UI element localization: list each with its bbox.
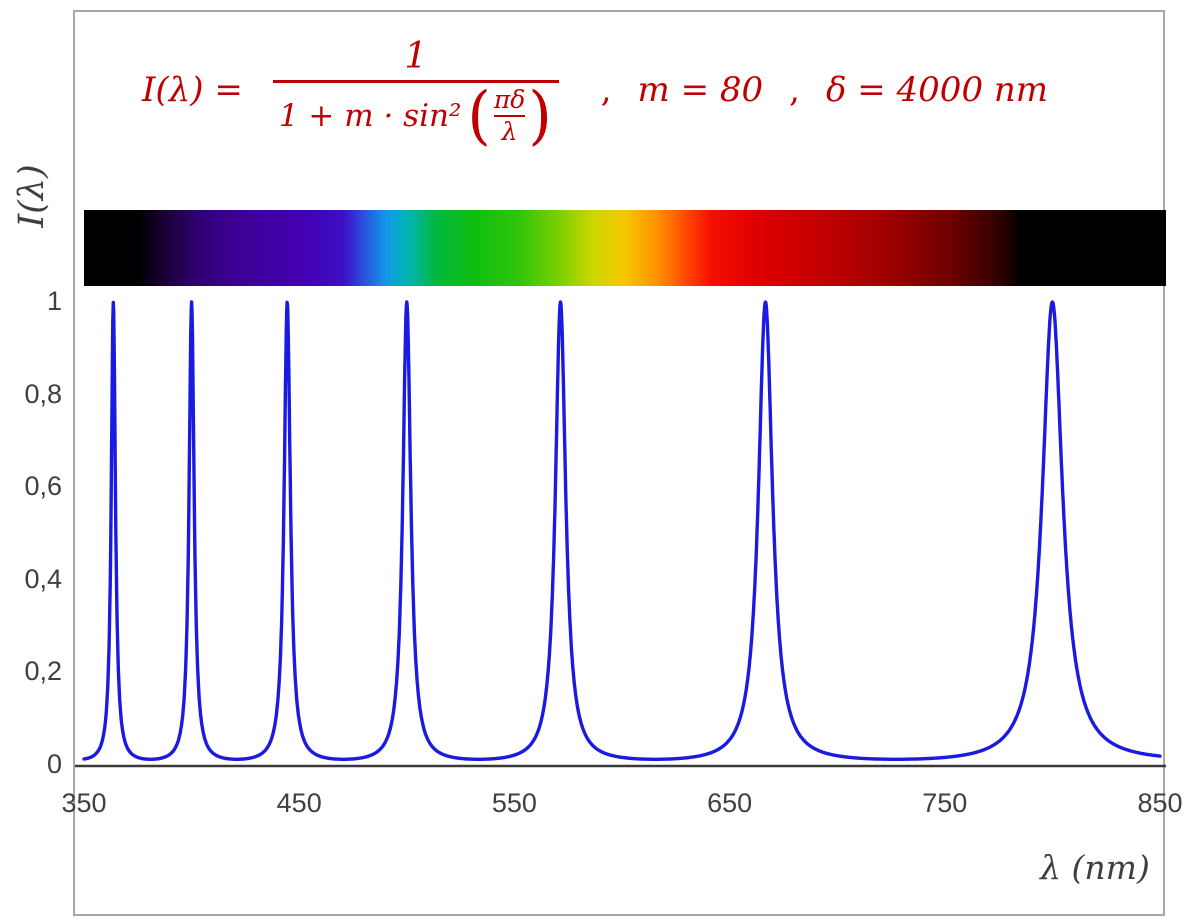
formula-separator: , <box>600 70 612 111</box>
y-tick-label: 0,8 <box>24 378 62 409</box>
formula-separator: , <box>789 70 800 111</box>
inner-fraction-denominator: λ <box>501 116 518 146</box>
fraction-denominator: 1 + m · sin² ( πδ λ ) <box>273 79 559 154</box>
inner-fraction: πδ λ <box>493 85 526 146</box>
x-tick-label: 650 <box>707 788 753 818</box>
formula-lhs: I(λ) = <box>142 70 243 111</box>
y-axis-title: I(λ) <box>12 164 52 228</box>
x-tick-label: 750 <box>922 788 968 818</box>
visible-spectrum-bar <box>84 210 1166 286</box>
y-tick-label: 0,6 <box>24 471 62 502</box>
close-paren: ) <box>528 79 552 154</box>
x-tick-label: 350 <box>61 788 107 818</box>
inner-fraction-numerator: πδ <box>493 85 526 115</box>
denominator-prefix: 1 + m · sin² <box>278 98 462 135</box>
x-tick-label: 850 <box>1137 788 1183 818</box>
y-tick-label: 0,4 <box>24 563 62 594</box>
y-tick-label: 0 <box>46 749 62 779</box>
parameter-m: m = 80 <box>637 70 764 111</box>
fraction-bar <box>272 80 559 84</box>
parameter-delta: δ = 4000 nm <box>825 70 1049 111</box>
y-tick-label: 0,2 <box>24 656 62 687</box>
inner-fraction-bar <box>493 114 526 117</box>
x-axis-title: λ (nm) <box>1040 848 1150 887</box>
x-tick-label: 550 <box>491 788 537 818</box>
open-paren: ( <box>467 79 491 154</box>
x-tick-label: 450 <box>276 788 322 818</box>
intensity-formula: I(λ) = 1 1 + m · sin² ( πδ λ ) , m = 80 … <box>142 36 1049 154</box>
y-tick-label: 1 <box>46 286 62 316</box>
formula-fraction: 1 1 + m · sin² ( πδ λ ) <box>272 36 559 154</box>
chart-border <box>73 10 1165 916</box>
fraction-numerator: 1 <box>404 36 428 77</box>
